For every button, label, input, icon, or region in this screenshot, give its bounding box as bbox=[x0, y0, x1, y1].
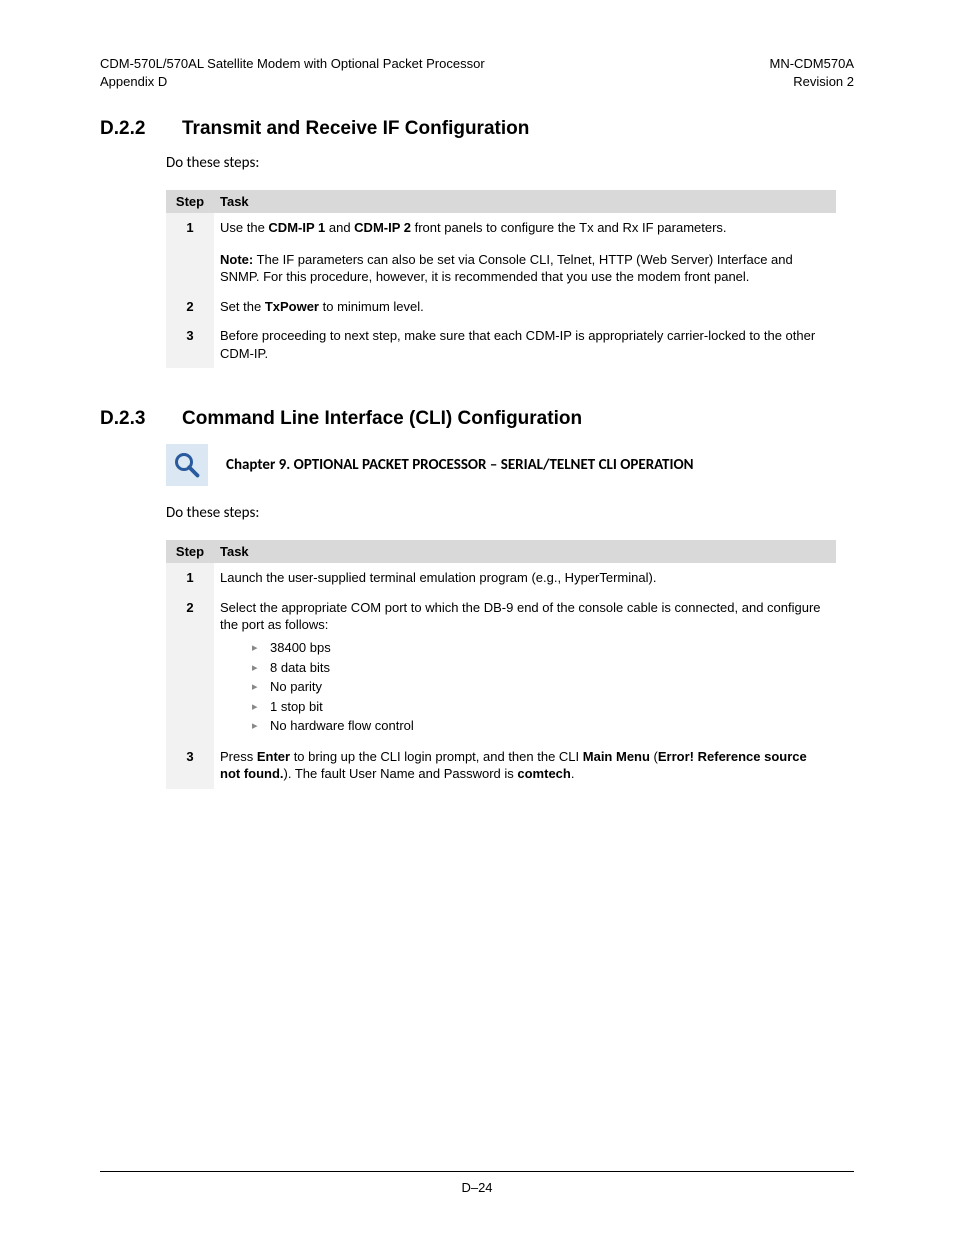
task-cell: Use the CDM-IP 1 and CDM-IP 2 front pane… bbox=[214, 213, 836, 292]
col-task: Task bbox=[214, 190, 836, 213]
revision: Revision 2 bbox=[769, 73, 854, 91]
intro-text: Do these steps: bbox=[166, 504, 854, 522]
table-row: 1 Use the CDM-IP 1 and CDM-IP 2 front pa… bbox=[166, 213, 836, 292]
reference-text: Chapter 9. OPTIONAL PACKET PROCESSOR – S… bbox=[226, 456, 694, 474]
list-item: 8 data bits bbox=[252, 658, 830, 678]
steps-table-d23: Step Task 1 Launch the user-supplied ter… bbox=[166, 540, 836, 788]
page-number: D–24 bbox=[461, 1180, 492, 1195]
table-row: 1 Launch the user-supplied terminal emul… bbox=[166, 563, 836, 593]
section-number: D.2.2 bbox=[100, 118, 182, 140]
col-step: Step bbox=[166, 190, 214, 213]
magnifier-icon bbox=[166, 444, 208, 486]
table-header-row: Step Task bbox=[166, 540, 836, 563]
step-number: 3 bbox=[166, 321, 214, 368]
step-number: 3 bbox=[166, 742, 214, 789]
doc-title: CDM-570L/570AL Satellite Modem with Opti… bbox=[100, 55, 485, 73]
section-heading-d22: D.2.2Transmit and Receive IF Configurati… bbox=[100, 118, 854, 140]
table-row: 3 Press Enter to bring up the CLI login … bbox=[166, 742, 836, 789]
table-row: 3 Before proceeding to next step, make s… bbox=[166, 321, 836, 368]
list-item: No parity bbox=[252, 677, 830, 697]
section-title: Command Line Interface (CLI) Configurati… bbox=[182, 408, 582, 429]
step-number: 1 bbox=[166, 563, 214, 593]
task-cell: Select the appropriate COM port to which… bbox=[214, 593, 836, 742]
list-item: 1 stop bit bbox=[252, 697, 830, 717]
page: CDM-570L/570AL Satellite Modem with Opti… bbox=[0, 0, 954, 1235]
table-row: 2 Set the TxPower to minimum level. bbox=[166, 292, 836, 322]
task-cell: Set the TxPower to minimum level. bbox=[214, 292, 836, 322]
task-cell: Press Enter to bring up the CLI login pr… bbox=[214, 742, 836, 789]
section-number: D.2.3 bbox=[100, 408, 182, 430]
step-number: 1 bbox=[166, 213, 214, 292]
step-number: 2 bbox=[166, 593, 214, 742]
reference-row: Chapter 9. OPTIONAL PACKET PROCESSOR – S… bbox=[166, 444, 854, 486]
section-title: Transmit and Receive IF Configuration bbox=[182, 118, 529, 139]
task-cell: Before proceeding to next step, make sur… bbox=[214, 321, 836, 368]
col-step: Step bbox=[166, 540, 214, 563]
step-number: 2 bbox=[166, 292, 214, 322]
doc-code: MN-CDM570A bbox=[769, 55, 854, 73]
list-item: No hardware flow control bbox=[252, 716, 830, 736]
list-item: 38400 bps bbox=[252, 638, 830, 658]
bullet-list: 38400 bps 8 data bits No parity 1 stop b… bbox=[252, 638, 830, 736]
note-block: Note: The IF parameters can also be set … bbox=[220, 251, 830, 286]
table-row: 2 Select the appropriate COM port to whi… bbox=[166, 593, 836, 742]
appendix-label: Appendix D bbox=[100, 73, 485, 91]
page-header: CDM-570L/570AL Satellite Modem with Opti… bbox=[100, 55, 854, 90]
intro-text: Do these steps: bbox=[166, 154, 854, 172]
page-footer: D–24 bbox=[100, 1171, 854, 1195]
header-right: MN-CDM570A Revision 2 bbox=[769, 55, 854, 90]
col-task: Task bbox=[214, 540, 836, 563]
task-cell: Launch the user-supplied terminal emulat… bbox=[214, 563, 836, 593]
header-left: CDM-570L/570AL Satellite Modem with Opti… bbox=[100, 55, 485, 90]
section-heading-d23: D.2.3Command Line Interface (CLI) Config… bbox=[100, 408, 854, 430]
table-header-row: Step Task bbox=[166, 190, 836, 213]
steps-table-d22: Step Task 1 Use the CDM-IP 1 and CDM-IP … bbox=[166, 190, 836, 368]
